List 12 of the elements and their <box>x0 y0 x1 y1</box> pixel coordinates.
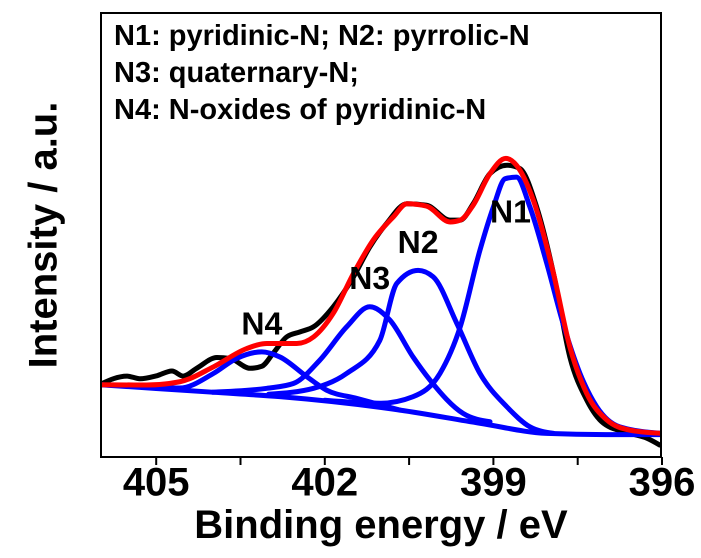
annotation: N1 <box>490 194 531 230</box>
x-axis-title: Binding energy / eV <box>194 503 568 547</box>
x-tick-label: 402 <box>291 460 358 504</box>
text: N3: quaternary-N; <box>114 56 360 91</box>
annotation: N2 <box>398 224 439 260</box>
annotation: N4 <box>241 305 283 342</box>
y-axis-title: Intensity / a.u. <box>22 101 66 368</box>
x-tick-label: 396 <box>628 460 696 504</box>
text: N4: N-oxides of pyridinic-N <box>114 93 488 128</box>
x-tick-label: 399 <box>460 460 527 504</box>
x-tick-label: 405 <box>122 460 190 504</box>
text: N1: pyridinic-N; N2: pyrrolic-N <box>114 19 530 54</box>
